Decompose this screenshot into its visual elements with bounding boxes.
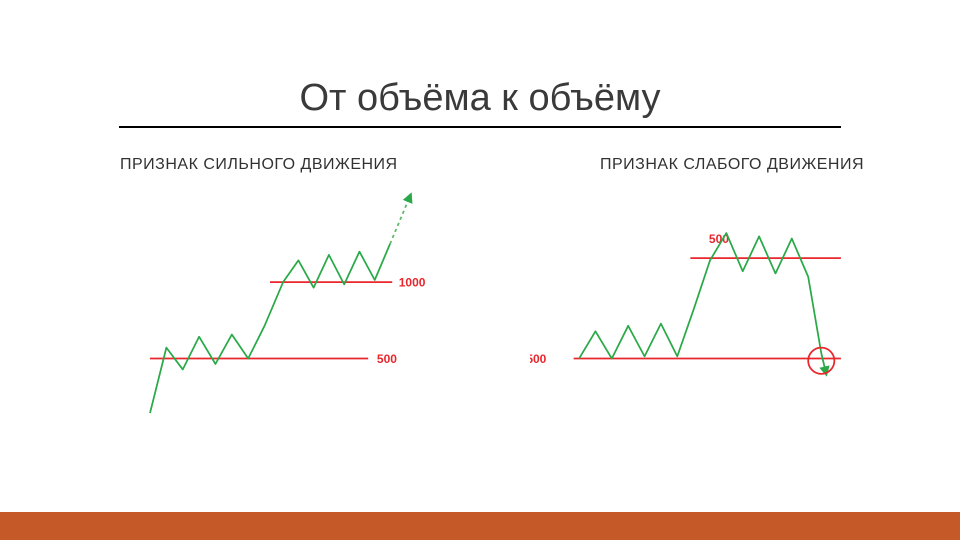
level-label: 1000 bbox=[399, 275, 426, 289]
chart-svg-right: 1500500 bbox=[530, 184, 890, 424]
slide-title: От объёма к объёму bbox=[119, 78, 840, 128]
chart-weak-move: 1500500 bbox=[480, 184, 960, 434]
subtitle-right: ПРИЗНАК СЛАБОГО ДВИЖЕНИЯ bbox=[480, 156, 960, 174]
title-block: От объёма к объёму bbox=[0, 0, 960, 128]
subtitle-left: ПРИЗНАК СИЛЬНОГО ДВИЖЕНИЯ bbox=[0, 156, 480, 174]
charts-row: 500 1000 1500500 bbox=[0, 184, 960, 434]
direction-arrow bbox=[821, 353, 825, 372]
price-line bbox=[150, 244, 390, 413]
price-line bbox=[579, 233, 821, 358]
level-label: 1500 bbox=[530, 352, 547, 366]
level-label: 500 bbox=[377, 352, 397, 366]
chart-svg-left: 500 1000 bbox=[90, 184, 450, 424]
direction-arrow bbox=[390, 197, 410, 244]
chart-strong-move: 500 1000 bbox=[0, 184, 480, 434]
subtitles-row: ПРИЗНАК СИЛЬНОГО ДВИЖЕНИЯ ПРИЗНАК СЛАБОГ… bbox=[0, 156, 960, 174]
footer-bar bbox=[0, 512, 960, 540]
